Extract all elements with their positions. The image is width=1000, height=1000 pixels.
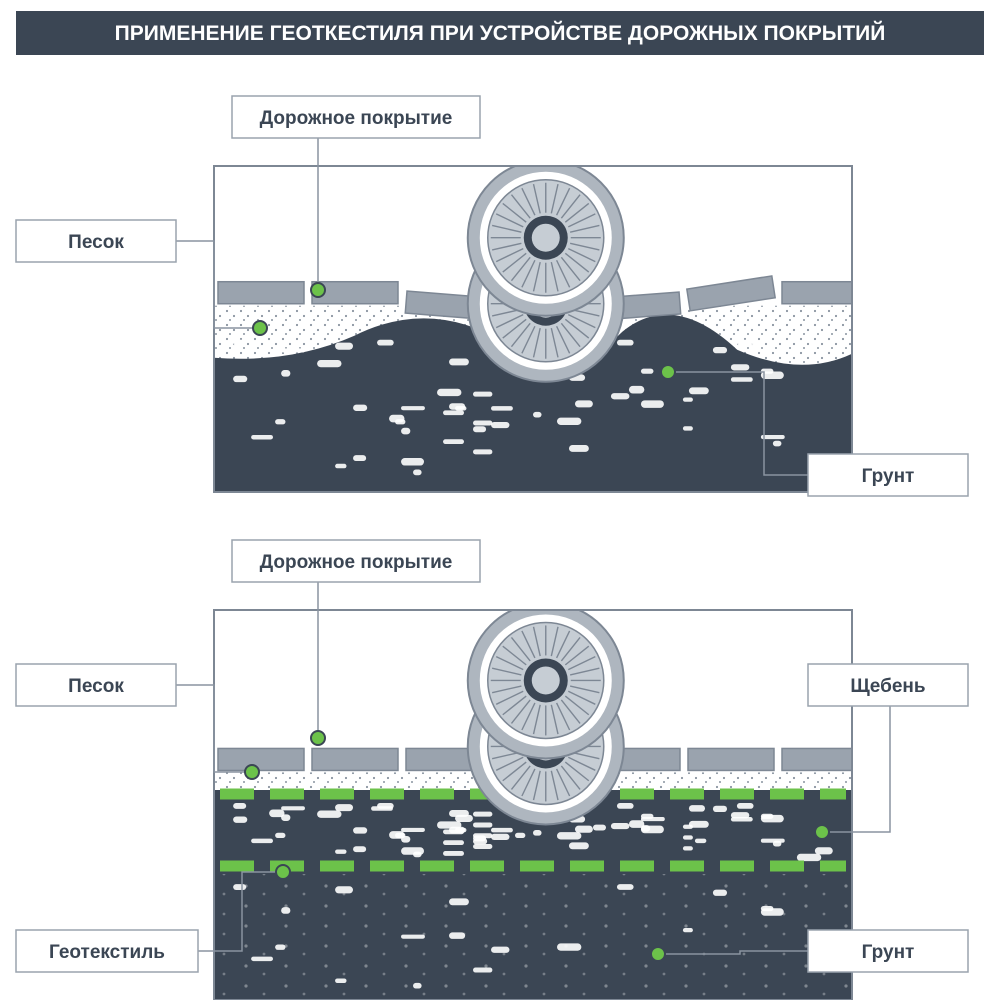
pavement-slab: [782, 748, 868, 770]
label-text-sand: Песок: [68, 232, 124, 253]
marker-dot: [276, 865, 290, 879]
panel-bottom: [214, 602, 868, 1000]
marker-dot: [815, 825, 829, 839]
label-text-sand: Песок: [68, 676, 124, 697]
label-text-geotextile: Геотекстиль: [49, 942, 165, 963]
pavement-slab: [218, 748, 304, 770]
marker-dot: [245, 765, 259, 779]
label-text-gravel: Щебень: [850, 676, 925, 697]
label-text-soil: Грунт: [862, 942, 915, 963]
pavement-slab: [312, 748, 398, 770]
pavement-slab: [782, 282, 868, 304]
marker-dot: [651, 947, 665, 961]
label-text-road_surface: Дорожное покрытие: [260, 108, 453, 129]
diagram-root: ПРИМЕНЕНИЕ ГЕОТКЕСТИЛЯ ПРИ УСТРОЙСТВЕ ДО…: [0, 0, 1000, 1000]
marker-dot: [253, 321, 267, 335]
pavement-slab: [218, 282, 304, 304]
title-text: ПРИМЕНЕНИЕ ГЕОТКЕСТИЛЯ ПРИ УСТРОЙСТВЕ ДО…: [115, 21, 886, 45]
marker-dot: [661, 365, 675, 379]
pavement-slab: [688, 748, 774, 770]
label-text-soil: Грунт: [862, 466, 915, 487]
marker-dot: [311, 283, 325, 297]
marker-dot: [311, 731, 325, 745]
label-text-road_surface: Дорожное покрытие: [260, 552, 453, 573]
